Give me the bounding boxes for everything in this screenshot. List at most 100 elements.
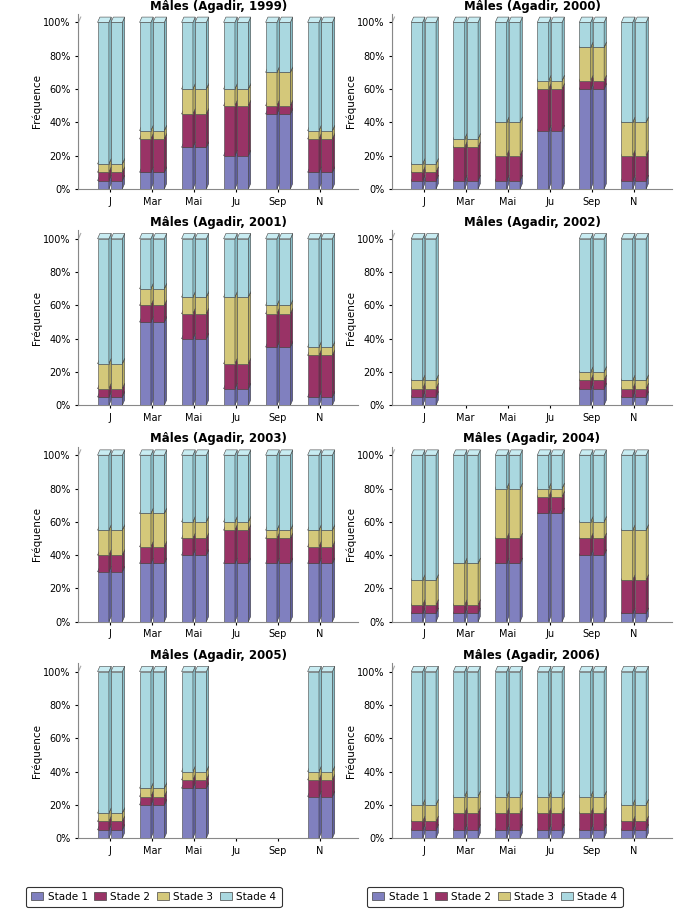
- Polygon shape: [593, 666, 606, 671]
- Polygon shape: [411, 580, 423, 605]
- Polygon shape: [537, 508, 551, 514]
- Polygon shape: [579, 366, 593, 372]
- Polygon shape: [98, 392, 111, 397]
- Polygon shape: [291, 558, 293, 622]
- Polygon shape: [321, 22, 332, 131]
- Polygon shape: [520, 117, 522, 156]
- Polygon shape: [621, 822, 633, 830]
- Polygon shape: [308, 17, 321, 22]
- Polygon shape: [411, 455, 423, 580]
- Polygon shape: [635, 384, 649, 388]
- Polygon shape: [507, 533, 509, 563]
- Polygon shape: [321, 766, 335, 771]
- Polygon shape: [579, 455, 591, 522]
- Polygon shape: [279, 309, 293, 314]
- Polygon shape: [153, 134, 166, 139]
- Polygon shape: [604, 375, 606, 388]
- Polygon shape: [181, 771, 193, 780]
- Polygon shape: [111, 180, 122, 189]
- Polygon shape: [164, 134, 166, 172]
- Polygon shape: [425, 22, 436, 164]
- Polygon shape: [466, 813, 478, 830]
- Polygon shape: [111, 455, 122, 530]
- Polygon shape: [207, 17, 209, 89]
- Polygon shape: [265, 105, 277, 114]
- Polygon shape: [562, 125, 565, 189]
- Polygon shape: [237, 101, 251, 105]
- Polygon shape: [140, 167, 153, 172]
- Polygon shape: [579, 791, 593, 797]
- Polygon shape: [237, 522, 248, 530]
- Polygon shape: [164, 800, 166, 838]
- Polygon shape: [579, 75, 593, 81]
- Polygon shape: [423, 450, 425, 580]
- Polygon shape: [237, 17, 251, 22]
- Polygon shape: [604, 517, 606, 539]
- Polygon shape: [621, 525, 635, 530]
- Polygon shape: [140, 508, 153, 514]
- Polygon shape: [591, 666, 593, 797]
- Polygon shape: [181, 555, 193, 622]
- Polygon shape: [279, 105, 291, 114]
- Polygon shape: [551, 508, 565, 514]
- Polygon shape: [411, 180, 423, 189]
- Polygon shape: [98, 566, 111, 572]
- Polygon shape: [507, 17, 509, 123]
- Polygon shape: [425, 158, 439, 164]
- Polygon shape: [537, 22, 548, 81]
- Polygon shape: [537, 492, 551, 496]
- Polygon shape: [454, 791, 467, 797]
- Polygon shape: [277, 309, 279, 347]
- Polygon shape: [454, 671, 464, 797]
- Polygon shape: [224, 450, 237, 455]
- Polygon shape: [140, 558, 153, 563]
- Polygon shape: [478, 450, 480, 563]
- Polygon shape: [466, 134, 480, 139]
- Polygon shape: [621, 530, 633, 580]
- Polygon shape: [621, 608, 635, 614]
- Polygon shape: [164, 283, 166, 305]
- Polygon shape: [151, 134, 153, 172]
- Polygon shape: [635, 239, 646, 380]
- Polygon shape: [436, 17, 439, 164]
- Polygon shape: [454, 600, 467, 605]
- Polygon shape: [235, 292, 237, 364]
- Polygon shape: [265, 347, 277, 405]
- Polygon shape: [207, 666, 209, 771]
- Polygon shape: [308, 771, 319, 780]
- Polygon shape: [635, 608, 649, 614]
- Polygon shape: [464, 17, 467, 139]
- Polygon shape: [495, 830, 507, 838]
- Polygon shape: [579, 48, 591, 81]
- Polygon shape: [454, 614, 464, 622]
- Polygon shape: [308, 131, 319, 139]
- Polygon shape: [195, 780, 207, 788]
- Polygon shape: [425, 580, 436, 605]
- Polygon shape: [635, 17, 649, 22]
- Polygon shape: [593, 539, 604, 555]
- Polygon shape: [195, 83, 209, 89]
- Polygon shape: [495, 824, 509, 830]
- Polygon shape: [633, 175, 635, 189]
- Polygon shape: [153, 450, 166, 455]
- Polygon shape: [425, 605, 436, 614]
- Polygon shape: [265, 309, 279, 314]
- Polygon shape: [548, 808, 551, 830]
- Polygon shape: [153, 283, 166, 289]
- Polygon shape: [224, 101, 237, 105]
- Polygon shape: [635, 180, 646, 189]
- Polygon shape: [495, 150, 509, 156]
- Y-axis label: Fréquence: Fréquence: [31, 290, 42, 344]
- Polygon shape: [207, 533, 209, 555]
- Polygon shape: [111, 364, 122, 388]
- Polygon shape: [604, 450, 606, 522]
- Polygon shape: [207, 234, 209, 297]
- Polygon shape: [425, 822, 436, 830]
- Polygon shape: [635, 574, 649, 580]
- Polygon shape: [224, 89, 235, 105]
- Polygon shape: [621, 123, 633, 156]
- Polygon shape: [509, 563, 520, 622]
- Polygon shape: [235, 17, 237, 89]
- Polygon shape: [411, 671, 423, 805]
- Polygon shape: [291, 342, 293, 405]
